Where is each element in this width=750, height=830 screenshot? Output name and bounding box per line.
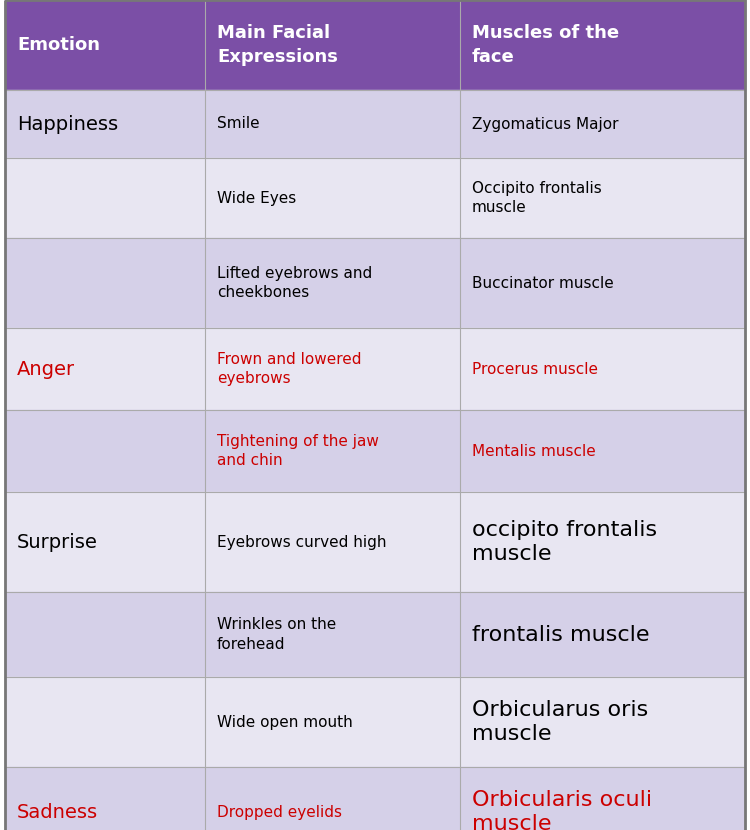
Bar [5, 238, 205, 328]
Bar [460, 90, 745, 158]
Bar [460, 767, 745, 830]
Bar [460, 492, 745, 592]
Text: Orbicularus oris
muscle: Orbicularus oris muscle [472, 700, 648, 745]
Bar [205, 592, 460, 677]
Text: Main Facial
Expressions: Main Facial Expressions [217, 24, 338, 66]
Bar [205, 328, 460, 410]
Bar [460, 677, 745, 767]
Bar [205, 767, 460, 830]
Bar [205, 158, 460, 238]
Bar [5, 592, 205, 677]
Text: Orbicularis oculi
muscle: Orbicularis oculi muscle [472, 789, 652, 830]
Bar [460, 238, 745, 328]
Bar [460, 328, 745, 410]
Bar [5, 158, 205, 238]
Text: Frown and lowered
eyebrows: Frown and lowered eyebrows [217, 352, 362, 386]
Text: Tightening of the jaw
and chin: Tightening of the jaw and chin [217, 434, 379, 468]
Bar [460, 410, 745, 492]
Bar [5, 90, 205, 158]
Text: Smile: Smile [217, 116, 259, 131]
Text: Wrinkles on the
forehead: Wrinkles on the forehead [217, 618, 336, 652]
Bar [460, 0, 745, 90]
Bar [5, 410, 205, 492]
Bar [205, 0, 460, 90]
Text: Surprise: Surprise [17, 533, 98, 551]
Text: Lifted eyebrows and
cheekbones: Lifted eyebrows and cheekbones [217, 266, 372, 300]
Text: Eyebrows curved high: Eyebrows curved high [217, 535, 386, 549]
Text: Dropped eyelids: Dropped eyelids [217, 804, 342, 819]
Text: Mentalis muscle: Mentalis muscle [472, 443, 596, 458]
Text: Emotion: Emotion [17, 36, 100, 54]
Bar [5, 767, 205, 830]
Text: frontalis muscle: frontalis muscle [472, 624, 650, 645]
Bar [205, 410, 460, 492]
Text: Muscles of the
face: Muscles of the face [472, 24, 620, 66]
Text: Wide open mouth: Wide open mouth [217, 715, 352, 730]
Text: Occipito frontalis
muscle: Occipito frontalis muscle [472, 181, 602, 215]
Text: Zygomaticus Major: Zygomaticus Major [472, 116, 619, 131]
Bar [5, 0, 205, 90]
Text: Sadness: Sadness [17, 803, 98, 822]
Text: Wide Eyes: Wide Eyes [217, 191, 296, 206]
Text: Buccinator muscle: Buccinator muscle [472, 276, 614, 290]
Bar [205, 677, 460, 767]
Bar [205, 238, 460, 328]
Text: Anger: Anger [17, 359, 75, 378]
Text: occipito frontalis
muscle: occipito frontalis muscle [472, 520, 657, 564]
Text: Procerus muscle: Procerus muscle [472, 362, 598, 377]
Bar [205, 492, 460, 592]
Bar [5, 328, 205, 410]
Bar [205, 90, 460, 158]
Bar [5, 492, 205, 592]
Bar [460, 592, 745, 677]
Bar [460, 158, 745, 238]
Bar [5, 677, 205, 767]
Text: Happiness: Happiness [17, 115, 118, 134]
